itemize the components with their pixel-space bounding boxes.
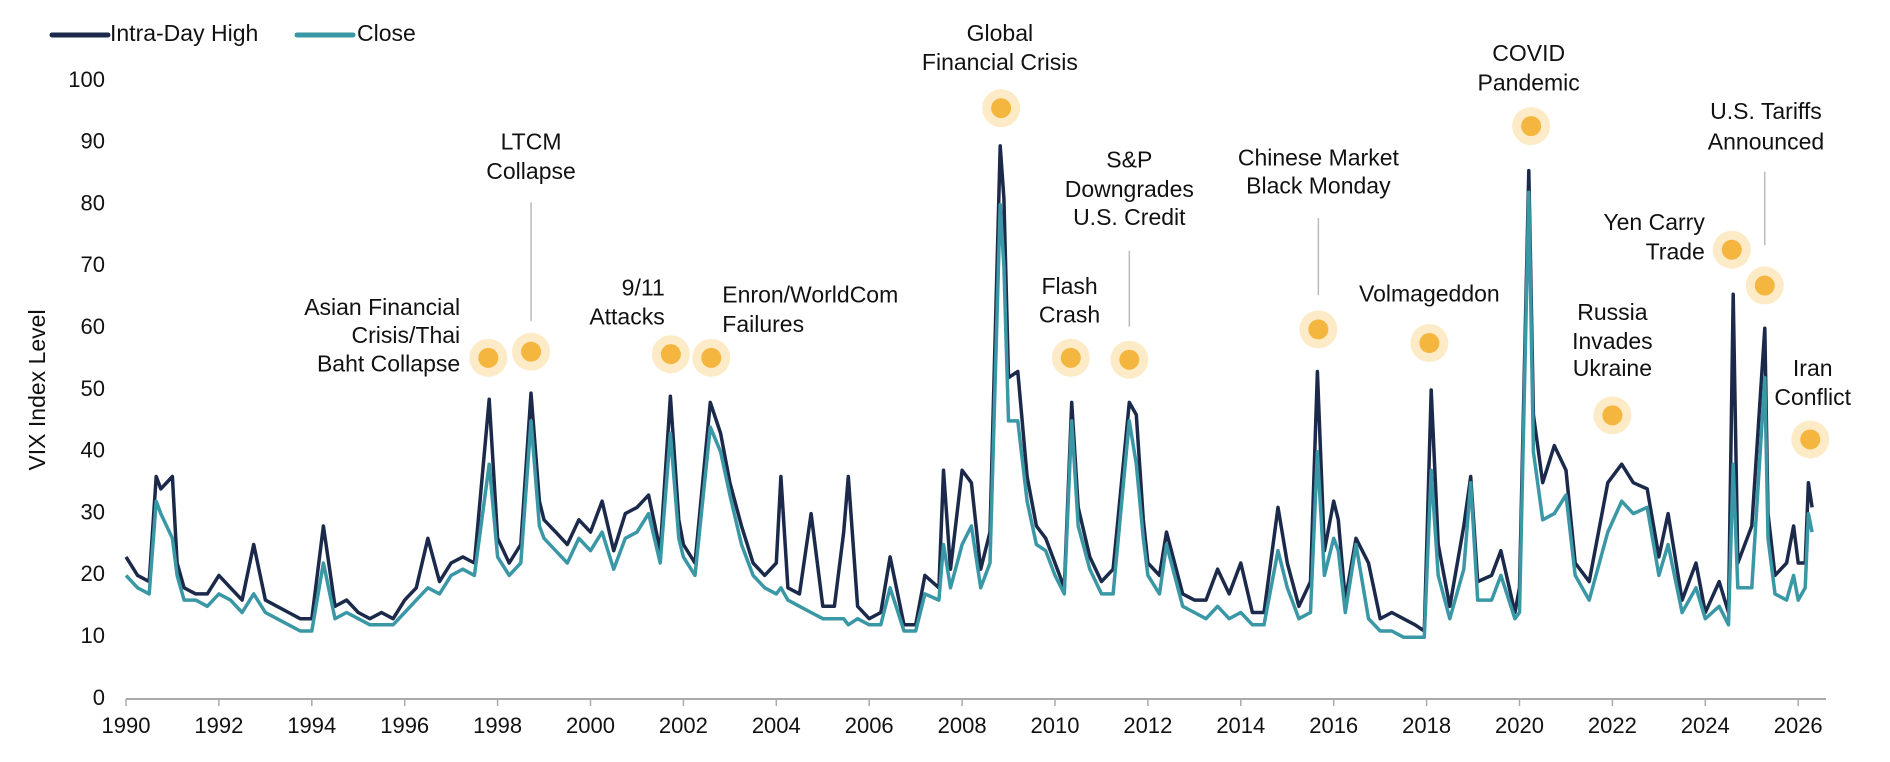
y-axis-title: VIX Index Level	[24, 309, 50, 470]
x-tick-label: 2016	[1309, 713, 1358, 738]
event-label: Crash	[1039, 301, 1100, 327]
x-tick-label: 2006	[845, 713, 894, 738]
event-label: Failures	[722, 311, 804, 337]
event-dot	[521, 341, 542, 362]
event-label: LTCM	[501, 129, 562, 155]
event-label: COVID	[1492, 40, 1565, 66]
x-tick-label: 1992	[194, 713, 243, 738]
event-label: Baht Collapse	[317, 350, 460, 376]
y-tick-label: 10	[81, 623, 105, 648]
event-label: Black Monday	[1246, 173, 1391, 199]
y-tick-label: 100	[68, 67, 105, 92]
event-label: Invades	[1572, 328, 1653, 354]
event-label: Enron/WorldCom	[722, 282, 898, 308]
event-label: Pandemic	[1478, 70, 1580, 96]
event-dot	[478, 347, 499, 368]
x-tick-label: 1994	[287, 713, 336, 738]
event-label: Conflict	[1774, 384, 1851, 410]
event-label: U.S. Credit	[1073, 204, 1186, 230]
y-tick-label: 70	[81, 252, 105, 277]
event-label: S&P	[1106, 147, 1152, 173]
x-tick-label: 2020	[1495, 713, 1544, 738]
event-dot	[1721, 239, 1742, 260]
y-tick-label: 20	[81, 561, 105, 586]
x-tick-label: 2010	[1031, 713, 1080, 738]
event-label: Volmageddon	[1359, 280, 1500, 306]
event-label: Asian Financial	[304, 294, 460, 320]
x-tick-label: 2000	[566, 713, 615, 738]
x-tick-label: 2014	[1216, 713, 1265, 738]
event-label: U.S. Tariffs	[1710, 98, 1822, 124]
legend-label: Intra-Day High	[110, 20, 258, 46]
y-tick-label: 40	[81, 438, 105, 463]
y-tick-label: 80	[81, 190, 105, 215]
event-label: Announced	[1708, 129, 1824, 155]
event-dot	[1754, 275, 1775, 296]
x-tick-label: 2024	[1681, 713, 1730, 738]
series-line	[124, 190, 1814, 639]
x-tick-label: 2008	[938, 713, 987, 738]
event-label: Crisis/Thai	[352, 322, 461, 348]
event-label: Financial Crisis	[922, 49, 1078, 75]
event-dot	[1308, 319, 1329, 340]
event-dot	[1119, 349, 1140, 370]
event-label: Trade	[1646, 238, 1705, 264]
event-dot	[660, 344, 681, 365]
event-dot	[1800, 429, 1821, 450]
x-tick-label: 1998	[473, 713, 522, 738]
event-label: 9/11	[622, 274, 665, 300]
y-tick-label: 0	[93, 685, 105, 710]
y-tick-label: 60	[81, 314, 105, 339]
event-label: Yen Carry	[1603, 209, 1705, 235]
event-label: Global	[967, 20, 1033, 46]
event-label: Downgrades	[1065, 176, 1194, 202]
event-dot	[1419, 333, 1440, 354]
event-label: Ukraine	[1573, 355, 1652, 381]
y-tick-label: 50	[81, 376, 105, 401]
y-tick-label: 90	[81, 129, 105, 154]
x-tick-label: 2002	[659, 713, 708, 738]
event-dot	[1602, 405, 1623, 426]
x-tick-label: 2004	[752, 713, 801, 738]
event-label: Iran	[1793, 355, 1833, 381]
event-label: Chinese Market	[1238, 144, 1400, 170]
event-dot	[701, 347, 722, 368]
event-label: Russia	[1577, 299, 1648, 325]
series-line	[124, 144, 1814, 633]
event-dot	[1521, 116, 1542, 137]
event-dot	[1060, 347, 1081, 368]
x-tick-label: 1990	[102, 713, 151, 738]
x-tick-label: 2012	[1123, 713, 1172, 738]
x-tick-label: 2026	[1774, 713, 1823, 738]
y-tick-label: 30	[81, 499, 105, 524]
x-tick-label: 2022	[1588, 713, 1637, 738]
event-dot	[991, 98, 1012, 119]
legend-label: Close	[357, 20, 416, 46]
x-tick-label: 1996	[380, 713, 429, 738]
x-tick-label: 2018	[1402, 713, 1451, 738]
event-label: Collapse	[486, 158, 576, 184]
event-label: Attacks	[589, 304, 664, 330]
event-label: Flash	[1041, 273, 1097, 299]
